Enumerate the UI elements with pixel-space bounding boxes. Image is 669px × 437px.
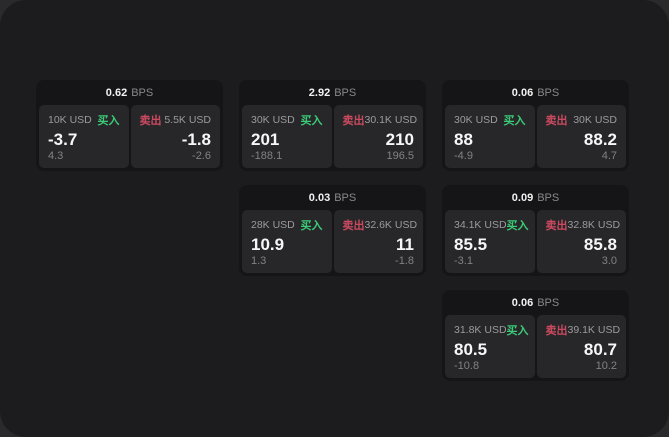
spread-value: 0.06 bbox=[511, 296, 534, 309]
quote-card: 0.62 BPS 10K USD 买入 -3.7 4.3 卖出 5.5K USD bbox=[36, 80, 223, 171]
spread-value: 0.09 bbox=[511, 191, 534, 204]
sell-change: 3.0 bbox=[601, 255, 617, 267]
sell-amount: 30K USD bbox=[573, 114, 617, 126]
buy-label: 买入 bbox=[506, 325, 529, 337]
buy-change: 1.3 bbox=[251, 255, 267, 267]
sell-change: 10.2 bbox=[595, 360, 617, 372]
buy-change: -10.8 bbox=[454, 360, 480, 372]
spread-value: 0.03 bbox=[308, 191, 331, 204]
buy-price: 85.5 bbox=[454, 235, 488, 254]
buy-amount: 30K USD bbox=[251, 114, 295, 126]
spread-header: 2.92 BPS bbox=[239, 80, 426, 105]
buy-panel[interactable]: 10K USD 买入 -3.7 4.3 bbox=[39, 105, 129, 168]
sell-label: 卖出 bbox=[342, 115, 365, 127]
quote-card: 2.92 BPS 30K USD 买入 201 -188.1 卖出 30.1K … bbox=[239, 80, 426, 171]
sell-panel[interactable]: 卖出 32.6K USD 11 -1.8 bbox=[333, 210, 423, 273]
buy-amount: 30K USD bbox=[454, 114, 498, 126]
sell-panel[interactable]: 卖出 30.1K USD 210 196.5 bbox=[333, 105, 423, 168]
buy-change: -3.1 bbox=[454, 255, 473, 267]
sell-label: 卖出 bbox=[545, 115, 568, 127]
buy-change: -4.9 bbox=[454, 150, 473, 162]
spread-unit: BPS bbox=[537, 86, 560, 99]
buy-panel[interactable]: 31.8K USD 买入 80.5 -10.8 bbox=[445, 315, 535, 378]
sell-label: 卖出 bbox=[545, 325, 568, 337]
buy-price: 201 bbox=[251, 130, 280, 149]
buy-amount: 34.1K USD bbox=[454, 219, 507, 231]
quote-card: 0.06 BPS 30K USD 买入 88 -4.9 卖出 30K USD bbox=[442, 80, 629, 171]
spread-header: 0.06 BPS bbox=[442, 290, 629, 315]
quote-card-grid: 0.62 BPS 10K USD 买入 -3.7 4.3 卖出 5.5K USD bbox=[36, 80, 629, 381]
sell-change: -1.8 bbox=[395, 255, 414, 267]
buy-label: 买入 bbox=[506, 220, 529, 232]
sell-price: 80.7 bbox=[583, 340, 617, 359]
buy-label: 买入 bbox=[503, 115, 526, 127]
spread-header: 0.03 BPS bbox=[239, 185, 426, 210]
buy-amount: 10K USD bbox=[48, 114, 92, 126]
quote-card: 0.09 BPS 34.1K USD 买入 85.5 -3.1 卖出 32.8K… bbox=[442, 185, 629, 276]
spread-header: 0.09 BPS bbox=[442, 185, 629, 210]
sell-label: 卖出 bbox=[139, 115, 162, 127]
buy-amount: 31.8K USD bbox=[454, 324, 507, 336]
card-body: 30K USD 买入 88 -4.9 卖出 30K USD 88.2 4.7 bbox=[442, 105, 629, 171]
buy-price: 80.5 bbox=[454, 340, 488, 359]
buy-label: 买入 bbox=[300, 220, 323, 232]
card-body: 10K USD 买入 -3.7 4.3 卖出 5.5K USD -1.8 -2.… bbox=[36, 105, 223, 171]
sell-change: 196.5 bbox=[386, 150, 414, 162]
sell-amount: 32.8K USD bbox=[567, 219, 621, 231]
buy-panel[interactable]: 30K USD 买入 201 -188.1 bbox=[242, 105, 332, 168]
buy-panel[interactable]: 28K USD 买入 10.9 1.3 bbox=[242, 210, 332, 273]
sell-change: -2.6 bbox=[192, 150, 211, 162]
buy-change: -188.1 bbox=[251, 150, 283, 162]
spread-unit: BPS bbox=[131, 86, 154, 99]
sell-panel[interactable]: 卖出 32.8K USD 85.8 3.0 bbox=[536, 210, 626, 273]
buy-price: 88 bbox=[454, 130, 473, 149]
sell-price: -1.8 bbox=[181, 130, 211, 149]
spread-header: 0.62 BPS bbox=[36, 80, 223, 105]
sell-price: 85.8 bbox=[583, 235, 617, 254]
buy-amount: 28K USD bbox=[251, 219, 295, 231]
spread-value: 2.92 bbox=[308, 86, 331, 99]
sell-label: 卖出 bbox=[342, 220, 365, 232]
spread-unit: BPS bbox=[537, 296, 560, 309]
spread-value: 0.62 bbox=[105, 86, 128, 99]
buy-label: 买入 bbox=[300, 115, 323, 127]
buy-panel[interactable]: 30K USD 买入 88 -4.9 bbox=[445, 105, 535, 168]
buy-price: 10.9 bbox=[251, 235, 285, 254]
sell-amount: 30.1K USD bbox=[364, 114, 418, 126]
sell-price: 11 bbox=[396, 235, 414, 254]
sell-amount: 32.6K USD bbox=[364, 219, 418, 231]
quote-card: 0.06 BPS 31.8K USD 买入 80.5 -10.8 卖出 39.1… bbox=[442, 290, 629, 381]
spread-unit: BPS bbox=[334, 86, 357, 99]
sell-price: 88.2 bbox=[583, 130, 617, 149]
sell-amount: 5.5K USD bbox=[164, 114, 211, 126]
sell-panel[interactable]: 卖出 39.1K USD 80.7 10.2 bbox=[536, 315, 626, 378]
buy-price: -3.7 bbox=[48, 130, 78, 149]
buy-label: 买入 bbox=[97, 115, 120, 127]
sell-amount: 39.1K USD bbox=[567, 324, 621, 336]
spread-value: 0.06 bbox=[511, 86, 534, 99]
sell-change: 4.7 bbox=[601, 150, 617, 162]
card-body: 30K USD 买入 201 -188.1 卖出 30.1K USD 210 1… bbox=[239, 105, 426, 171]
sell-panel[interactable]: 卖出 5.5K USD -1.8 -2.6 bbox=[130, 105, 220, 168]
card-body: 34.1K USD 买入 85.5 -3.1 卖出 32.8K USD 85.8… bbox=[442, 210, 629, 276]
spread-unit: BPS bbox=[537, 191, 560, 204]
sell-panel[interactable]: 卖出 30K USD 88.2 4.7 bbox=[536, 105, 626, 168]
buy-change: 4.3 bbox=[48, 150, 64, 162]
card-body: 28K USD 买入 10.9 1.3 卖出 32.6K USD 11 -1.8 bbox=[239, 210, 426, 276]
buy-panel[interactable]: 34.1K USD 买入 85.5 -3.1 bbox=[445, 210, 535, 273]
spread-unit: BPS bbox=[334, 191, 357, 204]
sell-price: 210 bbox=[385, 130, 414, 149]
card-body: 31.8K USD 买入 80.5 -10.8 卖出 39.1K USD 80.… bbox=[442, 315, 629, 381]
quote-card: 0.03 BPS 28K USD 买入 10.9 1.3 卖出 32.6K US… bbox=[239, 185, 426, 276]
sell-label: 卖出 bbox=[545, 220, 568, 232]
spread-header: 0.06 BPS bbox=[442, 80, 629, 105]
